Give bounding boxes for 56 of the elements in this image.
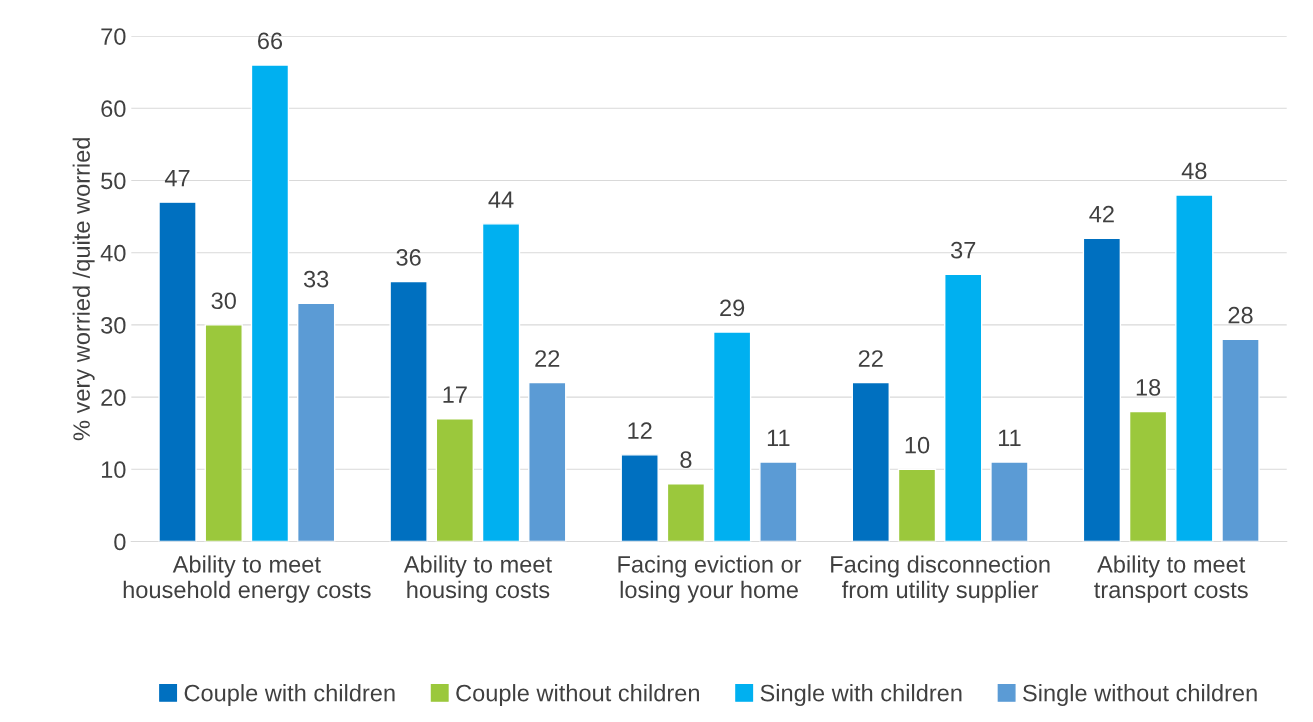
bar: [481, 223, 521, 542]
y-tick-label: 60: [101, 100, 126, 118]
bar: [944, 273, 983, 542]
bar: [250, 64, 290, 542]
data-label: 22: [858, 350, 883, 367]
y-tick-label: 50: [101, 172, 126, 190]
bar: [1221, 338, 1260, 542]
data-label: 10: [905, 436, 930, 454]
data-label: 29: [720, 299, 745, 317]
x-tick-label: Ability to meet housing costs: [403, 555, 552, 603]
data-label: 36: [396, 249, 421, 266]
x-tick-label: Ability to meet transport costs: [1094, 555, 1248, 603]
bar: [296, 302, 336, 542]
data-label: 12: [628, 422, 652, 439]
y-tick-label: 0: [114, 533, 126, 551]
legend-label: Couple with children: [184, 684, 395, 707]
bar: [620, 454, 659, 542]
bar: [990, 461, 1029, 542]
y-axis-title: % very worried /quite worried: [72, 138, 95, 441]
data-label: 17: [443, 386, 467, 403]
data-label: 48: [1181, 162, 1207, 180]
bar: [759, 461, 798, 542]
data-label: 44: [488, 191, 514, 208]
data-label: 47: [164, 169, 190, 187]
bar: [528, 381, 567, 542]
x-tick-label: Facing disconnection from utility supplier: [831, 555, 1050, 603]
bar: [204, 324, 243, 542]
x-tick-label: Ability to meet household energy costs: [123, 555, 371, 603]
legend-label: Single with children: [760, 684, 962, 707]
data-label: 37: [950, 241, 976, 259]
bar: [389, 280, 428, 542]
y-tick-label: 10: [101, 461, 126, 479]
data-label: 33: [303, 270, 329, 288]
bar: [435, 418, 475, 542]
data-label: 8: [680, 451, 692, 468]
data-label: 42: [1089, 205, 1114, 223]
y-tick-label: 70: [101, 28, 126, 45]
data-label: 18: [1136, 379, 1161, 396]
legend-label: Single without children: [1023, 684, 1257, 707]
data-label: 30: [211, 292, 236, 310]
legend-label: Couple without children: [456, 684, 699, 707]
bar: [712, 331, 752, 542]
bar: [1175, 194, 1214, 542]
bar: [851, 381, 890, 542]
y-tick-label: 30: [101, 316, 126, 334]
data-label: 11: [767, 429, 790, 447]
bar: [666, 483, 706, 542]
bar: [897, 468, 937, 542]
data-label: 22: [535, 350, 560, 367]
y-tick-label: 40: [100, 244, 126, 262]
data-label: 11: [998, 429, 1021, 447]
y-tick-label: 20: [101, 389, 126, 406]
data-label: 66: [258, 32, 283, 50]
bar: [158, 201, 197, 542]
data-label: 28: [1228, 306, 1253, 324]
x-tick-label: Facing eviction or losing your home: [618, 555, 802, 603]
